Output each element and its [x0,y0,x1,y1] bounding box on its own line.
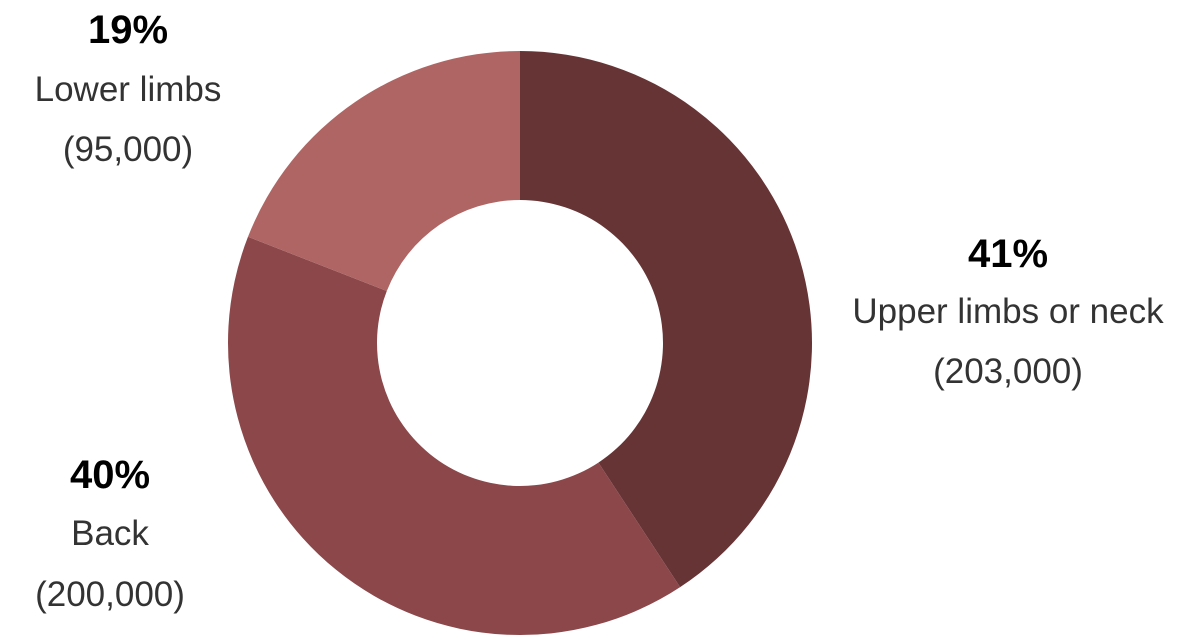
slice-count-upper-limbs: (203,000) [933,352,1083,391]
slice-upper-limbs [520,51,812,588]
slice-label-lower-limbs: Lower limbs [34,70,222,109]
slice-percent-upper-limbs: 41% [967,232,1049,276]
slice-label-upper-limbs: Upper limbs or neck [852,292,1164,331]
slice-label-back: Back [71,514,149,553]
slice-count-lower-limbs: (95,000) [62,130,194,169]
slice-lower-limbs [247,51,520,291]
slice-percent-lower-limbs: 19% [87,8,169,52]
slice-count-back: (200,000) [35,575,185,614]
slice-back [227,236,681,635]
slice-percent-back: 40% [69,453,151,497]
